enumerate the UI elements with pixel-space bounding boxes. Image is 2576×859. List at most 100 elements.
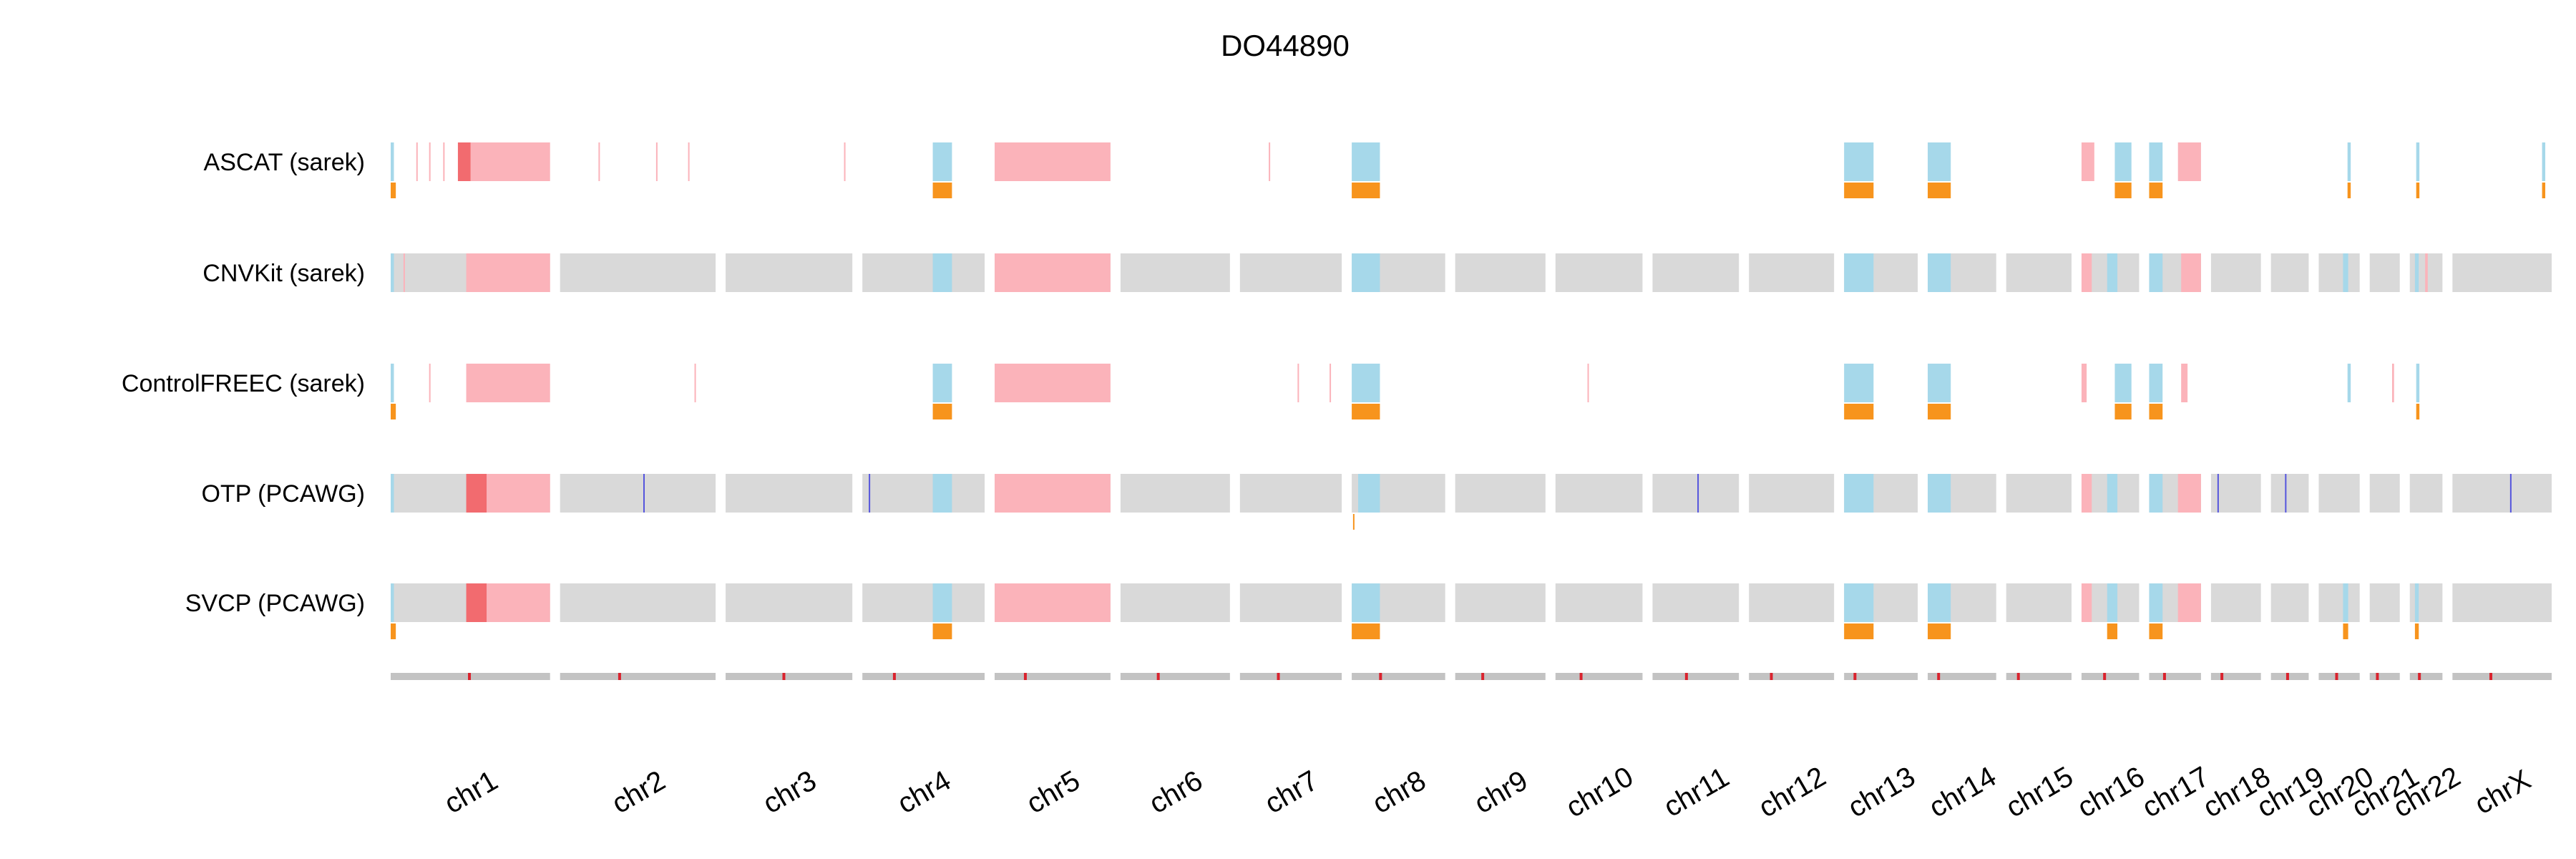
track-4: SVCP (PCAWG) <box>185 583 2552 639</box>
chromosome-tick-label: chrX <box>2469 764 2536 820</box>
gain-segment <box>2081 474 2092 513</box>
centromere-chr14 <box>1937 673 1941 680</box>
gain-segment <box>416 142 418 181</box>
gain-segment <box>995 583 1111 622</box>
centromere-chr16 <box>2103 673 2107 680</box>
loss-segment <box>2416 142 2420 181</box>
marker-blue-segment <box>2285 474 2287 513</box>
loss-segment <box>2149 364 2163 402</box>
neutral-segment <box>560 583 716 622</box>
loss-segment <box>1358 474 1380 513</box>
marker-blue-segment <box>869 474 871 513</box>
loss-segment <box>932 253 952 292</box>
neutral-segment <box>726 253 853 292</box>
marker-blue-segment <box>2217 474 2219 513</box>
loss-segment <box>1928 364 1951 402</box>
loss-segment <box>391 142 394 181</box>
gain-segment <box>443 142 445 181</box>
neutral-segment <box>2270 474 2309 513</box>
centromere-chr7 <box>1277 673 1280 680</box>
chromosome-tick-label: chr14 <box>1924 761 2002 824</box>
loh-segment <box>2416 183 2420 198</box>
chromosome-tick-label: chr16 <box>2072 761 2150 824</box>
ideogram-chr16 <box>2081 673 2140 680</box>
centromere-chr22 <box>2418 673 2421 680</box>
loh-segment <box>1352 183 1380 198</box>
loss-segment <box>1844 364 1874 402</box>
track-layer: ASCAT (sarek) CNVKit (sarek) ControlFREEC … <box>122 142 2552 639</box>
neutral-segment <box>2006 253 2072 292</box>
chromosome-tick-label: chr4 <box>892 765 956 820</box>
centromere-chr10 <box>1579 673 1583 680</box>
high-gain-segment <box>466 474 487 513</box>
marker-blue-segment <box>2509 474 2512 513</box>
neutral-segment <box>2369 474 2400 513</box>
gain-segment <box>995 142 1111 181</box>
loh-segment <box>2414 623 2419 639</box>
gain-segment <box>2392 364 2394 402</box>
loh-segment <box>1928 623 1951 639</box>
gain-segment <box>995 474 1111 513</box>
chromosome-tick-label: chr15 <box>2001 761 2079 824</box>
loh-segment <box>1844 623 1874 639</box>
neutral-segment <box>1555 474 1643 513</box>
gain-segment <box>2081 583 2092 622</box>
loh-segment <box>2149 183 2163 198</box>
ideogram-chr21 <box>2369 673 2400 680</box>
loss-segment <box>1352 583 1380 622</box>
loss-segment <box>932 364 952 402</box>
centromere-chr19 <box>2285 673 2289 680</box>
ideogram-chr20 <box>2318 673 2360 680</box>
loh-segment <box>2542 183 2546 198</box>
loss-segment <box>391 364 394 402</box>
high-gain-segment <box>457 142 471 181</box>
loss-segment <box>2114 142 2132 181</box>
loss-segment <box>2149 142 2163 181</box>
loh-segment <box>391 183 396 198</box>
neutral-segment <box>2318 253 2360 292</box>
gain-segment <box>2181 253 2201 292</box>
loss-segment <box>2347 364 2351 402</box>
loh-segment <box>2149 404 2163 419</box>
gain-segment <box>470 142 550 181</box>
ideogram-chr11 <box>1652 673 1740 680</box>
neutral-segment <box>1120 583 1230 622</box>
loss-segment <box>2542 142 2546 181</box>
centromere-chr13 <box>1853 673 1857 680</box>
loh-segment <box>932 623 952 639</box>
neutral-segment <box>2409 583 2443 622</box>
gain-segment <box>2177 583 2201 622</box>
neutral-segment <box>1749 474 1835 513</box>
gain-segment <box>2081 253 2092 292</box>
centromere-chr20 <box>2335 673 2338 680</box>
neutral-segment <box>1239 474 1342 513</box>
loss-segment <box>1844 583 1874 622</box>
chromosome-tick-label: chr6 <box>1144 765 1208 820</box>
gain-segment <box>995 253 1111 292</box>
loss-segment <box>1352 142 1380 181</box>
gain-segment <box>2177 142 2201 181</box>
gain-segment <box>2181 364 2188 402</box>
chromosome-tick-label: chr8 <box>1367 765 1431 820</box>
neutral-segment <box>2452 253 2552 292</box>
chromosome-tick-label: chr5 <box>1021 765 1085 820</box>
gain-segment <box>2425 253 2428 292</box>
centromere-chr6 <box>1156 673 1160 680</box>
track-label: OTP (PCAWG) <box>201 480 365 508</box>
neutral-segment <box>726 583 853 622</box>
neutral-segment <box>862 474 985 513</box>
neutral-segment <box>2210 253 2261 292</box>
loh-segment <box>1928 183 1951 198</box>
marker-blue-segment <box>1697 474 1699 513</box>
ideogram-chr7 <box>1239 673 1342 680</box>
ideogram-chr18 <box>2210 673 2261 680</box>
track-0: ASCAT (sarek) <box>204 142 2546 198</box>
ideogram-chr3 <box>726 673 853 680</box>
loss-segment <box>2149 474 2163 513</box>
neutral-segment <box>1455 474 1546 513</box>
loss-segment <box>2347 142 2351 181</box>
neutral-segment <box>2270 253 2309 292</box>
track-3: OTP (PCAWG) <box>201 474 2552 530</box>
neutral-segment <box>1652 253 1740 292</box>
ideogram-chr9 <box>1455 673 1546 680</box>
